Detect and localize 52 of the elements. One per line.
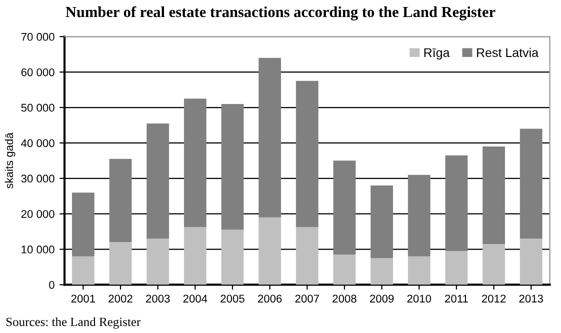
x-tick-label: 2006 xyxy=(258,294,282,303)
legend-label: Rīga xyxy=(424,48,450,60)
bar xyxy=(482,146,505,244)
bar xyxy=(221,104,244,230)
y-tick-label: 60 000 xyxy=(21,68,54,76)
bar xyxy=(72,256,94,285)
chart-title: Number of real estate transactions according to the Land Register xyxy=(66,6,496,20)
y-tick-label: 10 000 xyxy=(22,246,54,254)
legend-label: Rest Latvia xyxy=(477,48,539,58)
source-note: Sources: the Land Register xyxy=(6,317,141,329)
bar xyxy=(296,226,318,285)
x-tick-label: 2005 xyxy=(220,294,244,303)
y-tick-label: 20 000 xyxy=(21,210,54,218)
x-tick-label: 2012 xyxy=(482,294,506,303)
bar xyxy=(370,258,393,285)
bar xyxy=(72,192,94,256)
bar xyxy=(408,174,430,256)
y-tick-label: 50 000 xyxy=(21,104,54,112)
y-axis-title: skaits gadā xyxy=(4,132,16,188)
bar xyxy=(445,155,468,252)
y-tick-label: 30 000 xyxy=(21,174,54,183)
bar xyxy=(333,254,356,285)
bar xyxy=(296,80,318,227)
bar xyxy=(221,230,244,285)
bar xyxy=(258,217,282,285)
x-tick-label: 2008 xyxy=(332,294,356,303)
x-tick-label: 2004 xyxy=(183,294,208,303)
bar xyxy=(146,123,170,239)
bar xyxy=(333,160,356,255)
bar xyxy=(109,158,132,242)
bar xyxy=(445,251,468,285)
x-tick-label: 2010 xyxy=(407,294,432,303)
bar xyxy=(146,238,170,285)
x-tick-label: 2003 xyxy=(146,294,170,303)
x-tick-label: 2002 xyxy=(108,294,132,303)
bar xyxy=(184,226,206,285)
bar xyxy=(370,185,393,258)
x-tick-label: 2013 xyxy=(519,294,543,303)
bar xyxy=(184,98,206,227)
y-tick-label: 70 000 xyxy=(21,32,54,41)
x-tick-label: 2007 xyxy=(295,294,319,303)
x-tick-label: 2001 xyxy=(71,294,95,303)
bar xyxy=(258,58,282,218)
bar xyxy=(520,128,542,239)
y-tick-label: 0 xyxy=(49,280,54,289)
bar xyxy=(408,256,430,285)
bar xyxy=(482,244,505,285)
bar xyxy=(520,238,542,285)
y-tick-label: 40 000 xyxy=(21,139,54,148)
bar xyxy=(109,242,132,285)
x-tick-label: 2009 xyxy=(370,294,394,303)
x-tick-label: 2011 xyxy=(445,294,468,303)
